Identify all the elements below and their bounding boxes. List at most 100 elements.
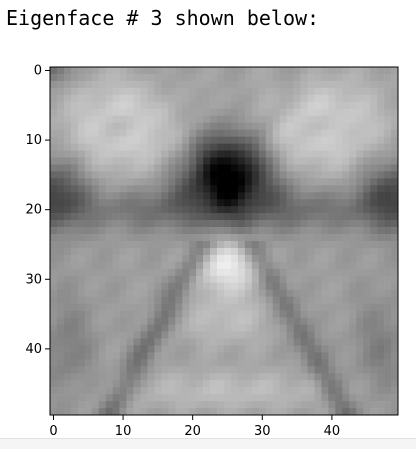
- heatmap-cell: [161, 220, 169, 228]
- heatmap-cell: [140, 67, 148, 75]
- heatmap-cell: [77, 101, 86, 110]
- heatmap-cell: [112, 338, 120, 346]
- heatmap-cell: [168, 408, 176, 416]
- heatmap-cell: [251, 408, 260, 416]
- heatmap-cell: [175, 303, 183, 311]
- heatmap-cell: [70, 324, 79, 332]
- heatmap-cell: [84, 324, 93, 332]
- heatmap-cell: [370, 373, 378, 381]
- heatmap-cell: [384, 282, 392, 291]
- heatmap-cell: [119, 310, 127, 318]
- heatmap-cell: [384, 94, 392, 103]
- heatmap-cell: [377, 122, 385, 130]
- heatmap-cell: [279, 331, 287, 339]
- heatmap-cell: [147, 254, 155, 263]
- heatmap-cell: [279, 94, 287, 103]
- heatmap-cell: [244, 185, 253, 193]
- heatmap-cell: [77, 185, 86, 193]
- heatmap-cell: [112, 143, 120, 151]
- heatmap-cell: [182, 387, 190, 395]
- heatmap-cell: [279, 87, 287, 96]
- heatmap-cell: [356, 373, 364, 381]
- heatmap-cell: [356, 254, 364, 263]
- heatmap-cell: [370, 394, 378, 402]
- heatmap-cell: [314, 192, 322, 200]
- heatmap-cell: [293, 67, 301, 75]
- heatmap-cell: [286, 178, 294, 186]
- heatmap-cell: [230, 338, 239, 346]
- heatmap-cell: [377, 380, 385, 388]
- heatmap-cell: [307, 164, 315, 172]
- heatmap-cell: [189, 143, 197, 151]
- heatmap-cell: [363, 199, 371, 207]
- heatmap-cell: [196, 303, 204, 311]
- heatmap-cell: [217, 206, 225, 214]
- heatmap-cell: [391, 136, 399, 144]
- heatmap-cell: [203, 80, 211, 89]
- heatmap-cell: [50, 401, 58, 409]
- heatmap-cell: [119, 227, 127, 235]
- heatmap-cell: [168, 115, 176, 123]
- heatmap-cell: [217, 380, 225, 388]
- heatmap-cell: [189, 380, 197, 388]
- heatmap-cell: [279, 366, 287, 374]
- heatmap-cell: [230, 164, 239, 172]
- heatmap-cell: [126, 164, 134, 172]
- heatmap-cell: [224, 408, 232, 416]
- heatmap-cell: [356, 387, 364, 395]
- heatmap-cell: [140, 178, 148, 186]
- heatmap-cell: [230, 303, 239, 311]
- heatmap-cell: [203, 331, 211, 339]
- heatmap-cell: [56, 317, 65, 325]
- heatmap-cell: [363, 108, 371, 117]
- heatmap-cell: [244, 206, 253, 214]
- heatmap-cell: [119, 324, 127, 332]
- heatmap-cell: [140, 296, 148, 304]
- heatmap-cell: [272, 282, 280, 291]
- heatmap-cell: [335, 199, 343, 207]
- heatmap-cell: [377, 234, 385, 242]
- heatmap-cell: [50, 303, 58, 311]
- heatmap-cell: [307, 345, 315, 353]
- heatmap-cell: [112, 345, 120, 353]
- heatmap-cell: [384, 87, 392, 96]
- heatmap-cell: [210, 136, 218, 144]
- heatmap-cell: [258, 331, 267, 339]
- heatmap-cell: [77, 199, 86, 207]
- heatmap-cell: [182, 143, 190, 151]
- heatmap-cell: [161, 73, 169, 82]
- heatmap-cell: [133, 331, 141, 339]
- heatmap-cell: [50, 227, 58, 235]
- heatmap-cell: [175, 380, 183, 388]
- heatmap-cell: [217, 331, 225, 339]
- heatmap-cell: [70, 115, 79, 123]
- heatmap-cell: [182, 345, 190, 353]
- heatmap-cell: [349, 213, 357, 221]
- heatmap-cell: [112, 289, 120, 297]
- heatmap-cell: [314, 317, 322, 325]
- heatmap-cell: [189, 254, 197, 263]
- heatmap-cell: [321, 136, 329, 144]
- heatmap-cell: [147, 108, 155, 117]
- heatmap-cell: [217, 143, 225, 151]
- heatmap-cell: [210, 143, 218, 151]
- heatmap-cell: [84, 310, 93, 318]
- cell-bottom-strip: [0, 438, 416, 449]
- heatmap-cell: [126, 192, 134, 200]
- heatmap-cell: [168, 268, 176, 277]
- heatmap-cell: [335, 185, 343, 193]
- heatmap-cell: [391, 359, 399, 367]
- y-tick-label: 20: [25, 203, 42, 218]
- heatmap-cell: [210, 171, 218, 179]
- heatmap-cell: [342, 136, 350, 144]
- heatmap-cell: [91, 352, 100, 360]
- heatmap-cell: [370, 317, 378, 325]
- heatmap-cell: [272, 359, 280, 367]
- heatmap-cell: [370, 247, 378, 256]
- heatmap-cell: [210, 408, 218, 416]
- heatmap-cell: [140, 394, 148, 402]
- heatmap-cell: [147, 296, 155, 304]
- heatmap-cell: [210, 234, 218, 242]
- heatmap-cell: [363, 241, 371, 249]
- heatmap-cell: [133, 317, 141, 325]
